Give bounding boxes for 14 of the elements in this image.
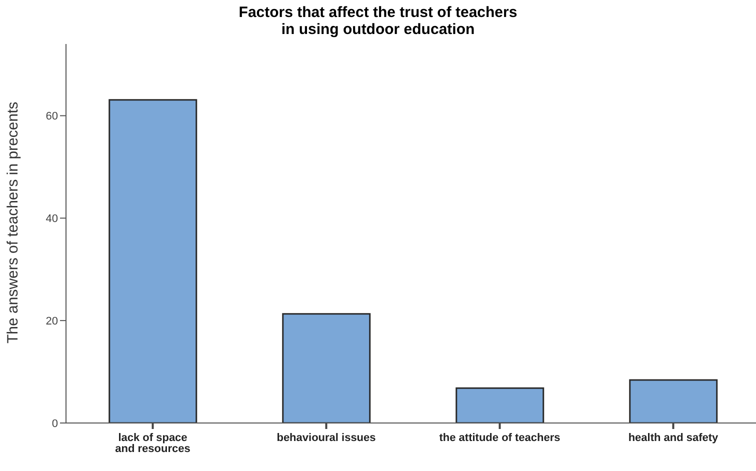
y-tick-label: 20 — [46, 315, 58, 328]
x-tick-label: the attitude of teachers — [439, 432, 560, 444]
bar — [629, 379, 718, 423]
x-tick-label: health and safety — [628, 432, 720, 444]
y-tick-label: 40 — [46, 213, 58, 226]
bar — [282, 313, 371, 423]
y-axis-title: The answers of teachers in precents — [4, 102, 22, 344]
x-tick-label: behavioural issues — [276, 432, 376, 444]
bar — [108, 99, 198, 423]
x-tick-label: lack of space and resources — [115, 432, 190, 455]
y-tick-label: 0 — [52, 418, 58, 430]
y-tick-label: 60 — [46, 110, 58, 123]
bar — [456, 387, 544, 423]
chart-title: Factors that affect the trust of teachers in using outdoor education — [238, 4, 518, 38]
